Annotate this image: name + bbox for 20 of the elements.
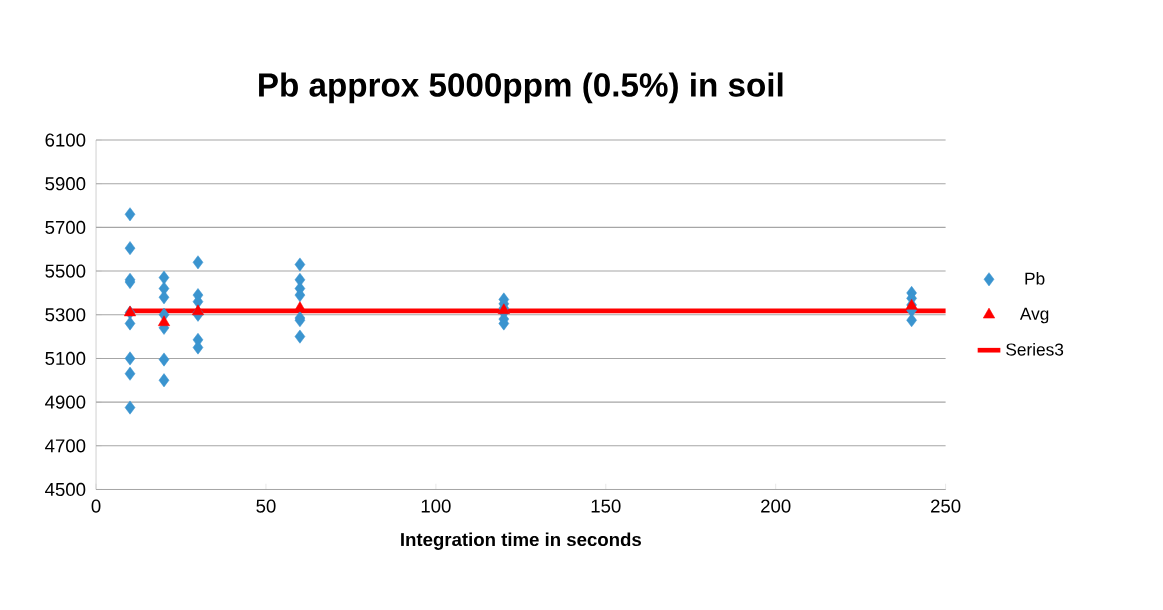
y-tick-label: 5100 <box>45 352 86 366</box>
legend-label: Series3 <box>1006 343 1064 356</box>
y-tick-label: 4700 <box>45 439 86 453</box>
y-tick-label: 5500 <box>45 264 86 278</box>
x-tick-label: 250 <box>931 499 961 513</box>
x-tick-label: 150 <box>591 499 621 513</box>
y-tick-label: 5300 <box>45 308 86 322</box>
x-axis-title: Integration time in seconds <box>401 532 641 551</box>
y-tick-label: 6100 <box>45 133 86 147</box>
y-tick-label: 5700 <box>45 221 86 235</box>
x-tick-label: 200 <box>761 499 791 513</box>
y-tick-label: 5900 <box>45 177 86 191</box>
chart-title: Pb approx 5000ppm (0.5%) in soil <box>259 72 783 104</box>
x-tick-label: 100 <box>421 499 451 513</box>
legend-label: Avg <box>1019 308 1049 324</box>
y-tick-label: 4900 <box>45 395 86 409</box>
y-tick-label: 4500 <box>45 483 86 497</box>
x-tick-label: 50 <box>256 499 276 513</box>
x-tick-label: 0 <box>91 499 101 513</box>
legend-label: Pb <box>1025 272 1045 285</box>
